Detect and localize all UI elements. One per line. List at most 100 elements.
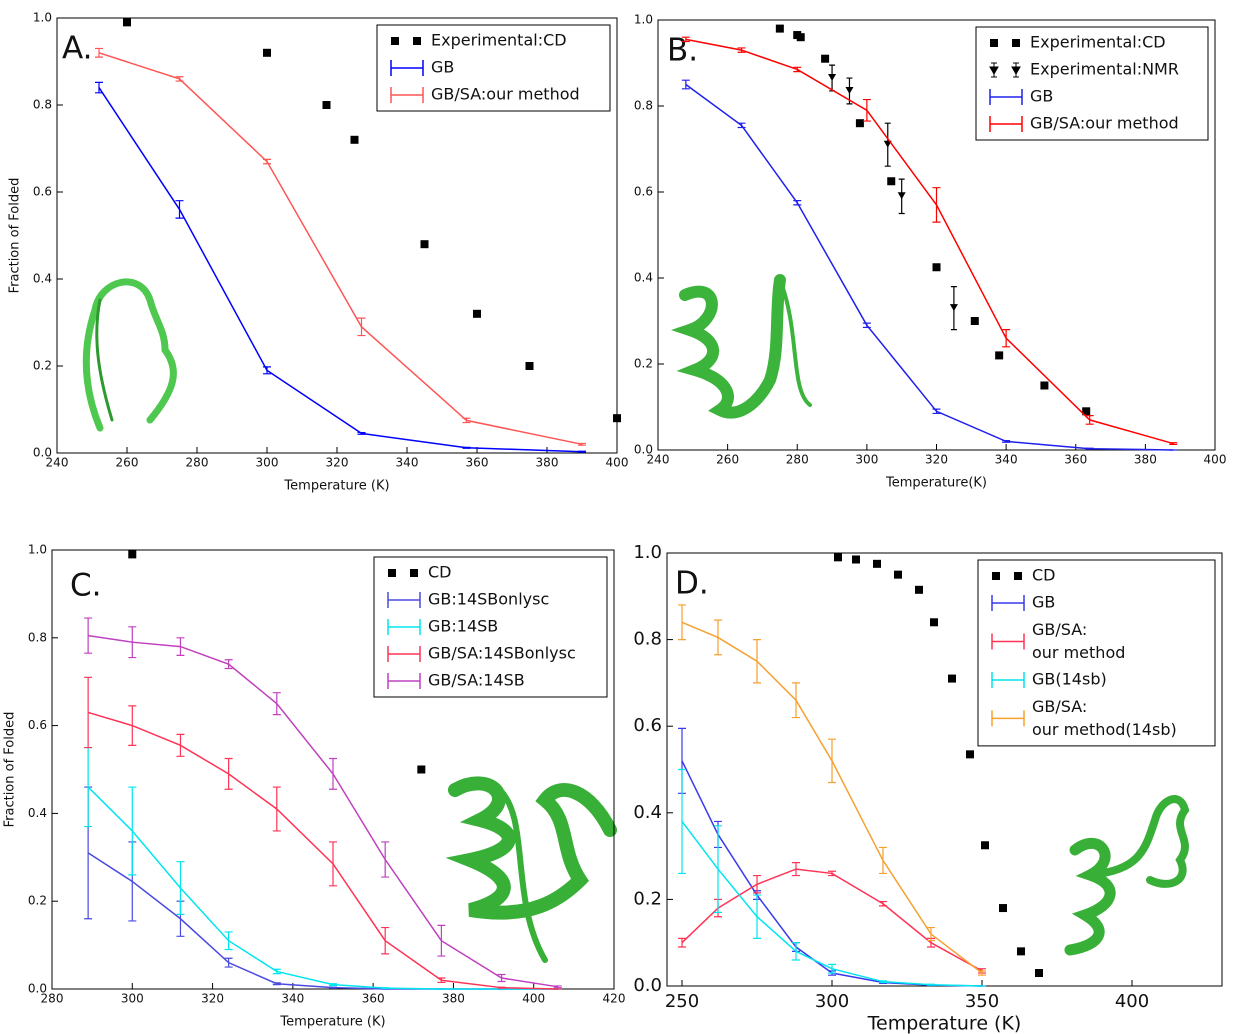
y-tick-label: 0.0 — [28, 982, 47, 996]
error-bar — [927, 983, 935, 986]
data-point — [420, 240, 429, 249]
error-bar — [128, 626, 137, 659]
y-tick-label: 1.0 — [634, 13, 653, 27]
error-bar — [272, 692, 281, 716]
error-bar — [84, 617, 93, 654]
x-tick-label: 260 — [716, 453, 739, 467]
data-point — [1017, 947, 1025, 956]
error-bar — [272, 968, 281, 975]
error-bar — [1002, 329, 1011, 348]
error-bar — [224, 957, 233, 968]
error-bar — [329, 757, 337, 790]
series-line — [98, 87, 583, 453]
data-point — [1082, 407, 1091, 416]
legend-marker — [387, 592, 421, 608]
error-bar — [497, 986, 506, 989]
legend-label: GB(14sb) — [1032, 669, 1107, 688]
error-bar — [753, 894, 761, 939]
error-bar — [792, 861, 800, 877]
x-tick-label: 400 — [522, 992, 545, 1006]
x-tick-label: 400 — [606, 456, 629, 470]
panel-letter: B. — [667, 33, 698, 69]
inset-protein-d — [1064, 795, 1190, 956]
error-bar — [95, 81, 103, 94]
error-bar — [128, 705, 137, 746]
x-tick-label: 280 — [186, 456, 209, 470]
legend-marker — [989, 89, 1023, 105]
inset-protein-a — [82, 278, 177, 432]
legend-marker — [991, 671, 1025, 688]
error-bar — [224, 757, 233, 790]
panel: 240 260 280 300 320 340 360 380 400 0.0 0.2 0.4 0.6 0… — [8, 11, 629, 494]
error-bar — [272, 786, 281, 832]
x-tick-label: 360 — [1064, 453, 1087, 467]
x-tick-label: 320 — [201, 992, 224, 1006]
x-tick-label: 320 — [326, 456, 349, 470]
error-bar — [681, 79, 690, 90]
legend-marker — [387, 673, 421, 689]
error-bar — [1085, 415, 1094, 425]
legend-label: CD — [428, 563, 452, 582]
error-bar — [263, 366, 271, 375]
x-axis-label: Temperature(K) — [885, 476, 987, 491]
error-bar — [879, 846, 887, 875]
error-bar — [792, 942, 800, 961]
series-line — [681, 621, 983, 974]
panel-letter: A. — [62, 31, 93, 67]
error-bar — [753, 874, 761, 894]
legend-marker — [989, 116, 1023, 132]
x-axis-label: Temperature (K) — [867, 1013, 1022, 1034]
y-tick-label: 0.4 — [633, 802, 662, 823]
x-axis-label: Temperature (K) — [279, 1015, 385, 1030]
error-bar — [357, 317, 366, 337]
error-bar — [329, 986, 337, 989]
data-point — [834, 553, 842, 562]
y-tick-label: 0.0 — [33, 446, 52, 460]
legend-box — [975, 26, 1209, 141]
error-bar — [263, 158, 271, 165]
x-tick-label: 340 — [281, 992, 304, 1006]
legend-label: Experimental:CD — [431, 31, 567, 50]
error-bar — [381, 987, 390, 990]
error-bar — [578, 442, 586, 446]
data-point — [852, 555, 860, 564]
error-bar — [176, 861, 185, 915]
error-bar — [932, 187, 941, 223]
panel-letter: C. — [70, 568, 102, 604]
y-tick-label: 0.2 — [633, 888, 662, 909]
inset-protein-c — [445, 776, 617, 963]
data-point — [128, 550, 137, 559]
error-bar — [793, 66, 802, 73]
error-bar — [1002, 439, 1011, 443]
data-point — [873, 559, 881, 568]
error-bar — [792, 682, 800, 719]
error-bar — [714, 619, 722, 656]
data-point — [1035, 969, 1043, 978]
x-tick-label: 300 — [121, 992, 144, 1006]
legend-label: Experimental:CD — [1030, 33, 1166, 52]
error-bar — [175, 200, 184, 219]
error-bar — [828, 963, 836, 974]
y-tick-label: 0.8 — [634, 99, 653, 113]
data-point — [775, 24, 784, 33]
error-bar — [714, 825, 722, 913]
error-bar — [932, 408, 941, 415]
x-tick-label: 300 — [815, 991, 849, 1012]
y-tick-label: 0.6 — [33, 185, 52, 199]
panel: 280 300 320 340 360 380 400 420 0.0 0.2 0.4 0.6 0.8 1… — [3, 543, 626, 1030]
x-tick-label: 380 — [1134, 453, 1157, 467]
error-bar — [272, 982, 281, 986]
legend-marker — [387, 646, 421, 662]
legend-label: GB:14SB — [428, 617, 498, 636]
plot-frame — [51, 549, 615, 990]
x-tick-label: 300 — [855, 453, 878, 467]
error-bar — [681, 36, 690, 43]
y-tick-label: 0.2 — [634, 357, 653, 371]
x-tick-label: 250 — [665, 991, 699, 1012]
error-bar — [175, 76, 184, 82]
data-point — [915, 585, 923, 594]
error-bar — [357, 431, 366, 435]
y-tick-label: 1.0 — [28, 543, 47, 557]
legend: Experimental:CD GB GB/SA:our method — [376, 24, 611, 112]
x-tick-label: 240 — [647, 453, 670, 467]
